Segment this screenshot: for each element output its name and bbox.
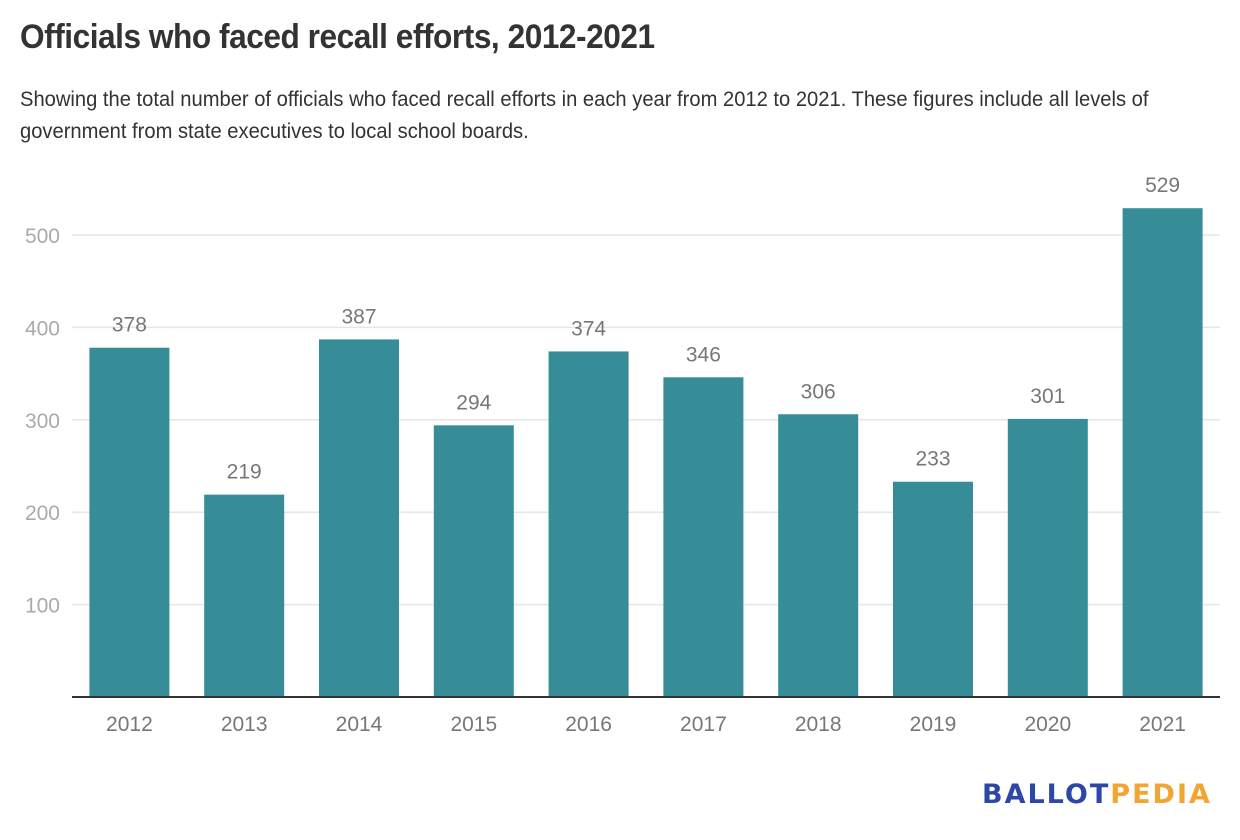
bar-2012	[89, 347, 170, 697]
y-tick-label: 500	[25, 225, 60, 248]
data-label: 233	[915, 448, 950, 471]
y-tick-label: 400	[25, 317, 60, 340]
bar-2017	[663, 377, 744, 697]
x-tick-label: 2020	[1024, 713, 1071, 736]
logo-ballot: BALLOT	[982, 779, 1111, 810]
y-tick-label: 200	[25, 502, 60, 525]
data-labels: 378 219 387 294 374 346 306 233 301 529	[112, 174, 1180, 483]
x-tick-label: 2012	[106, 713, 153, 736]
x-tick-label: 2017	[680, 713, 727, 736]
x-tick-label: 2015	[450, 713, 497, 736]
bars	[89, 208, 1203, 698]
chart-title: Officials who faced recall efforts, 2012…	[20, 18, 655, 56]
bar-2019	[893, 481, 973, 697]
data-label: 301	[1030, 385, 1065, 408]
y-axis: 100 200 300 400 500	[25, 225, 60, 618]
bar-2018	[778, 414, 859, 697]
x-tick-label: 2013	[221, 713, 268, 736]
data-label: 219	[227, 461, 262, 484]
bar-2013	[204, 494, 285, 697]
bar-2015	[433, 425, 514, 697]
y-tick-label: 300	[25, 410, 60, 433]
data-label: 294	[456, 391, 491, 414]
x-tick-label: 2014	[336, 713, 383, 736]
chart-subtitle: Showing the total number of officials wh…	[20, 88, 1149, 143]
ballotpedia-logo: BALLOTPEDIA	[982, 779, 1212, 810]
x-axis: 2012 2013 2014 2015 2016 2017 2018 2019 2020 2021	[72, 696, 1220, 736]
data-label: 306	[801, 380, 836, 403]
x-tick-label: 2018	[795, 713, 842, 736]
y-tick-label: 100	[25, 595, 60, 618]
bar-2016	[548, 351, 629, 697]
x-tick-label: 2016	[565, 713, 612, 736]
x-tick-label: 2021	[1139, 713, 1186, 736]
bar-2021	[1122, 208, 1203, 698]
data-label: 346	[686, 343, 721, 366]
data-label: 387	[341, 305, 376, 328]
bar-2014	[319, 339, 399, 697]
logo-pedia: PEDIA	[1110, 779, 1212, 810]
x-tick-label: 2019	[910, 713, 957, 736]
data-label: 378	[112, 314, 147, 337]
data-label: 374	[571, 317, 606, 340]
data-label: 529	[1145, 174, 1180, 197]
bar-2020	[1007, 418, 1088, 697]
